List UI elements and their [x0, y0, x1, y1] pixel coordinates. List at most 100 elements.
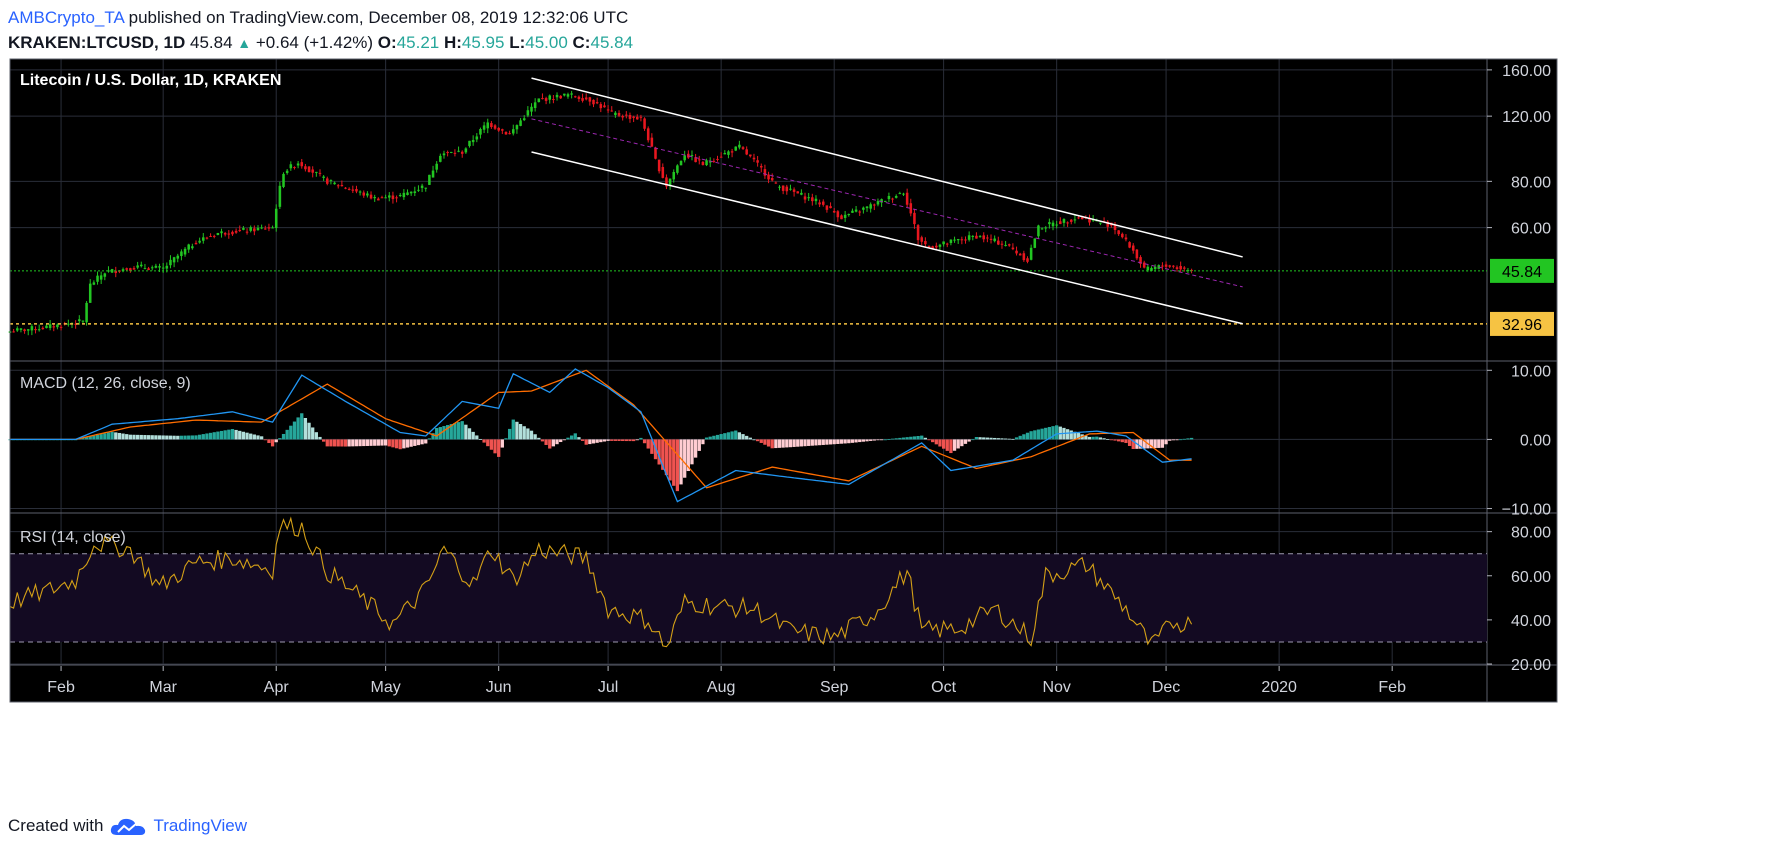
candle: [887, 196, 891, 200]
macd-histogram-bar: [1040, 428, 1044, 440]
macd-histogram-bar: [836, 439, 840, 444]
macd-histogram-bar: [1171, 439, 1176, 441]
time-tick-label: Aug: [707, 679, 735, 696]
macd-histogram-bar: [114, 432, 118, 440]
candle: [876, 201, 880, 205]
candle: [818, 202, 821, 205]
macd-histogram-bar: [1029, 431, 1033, 440]
candle: [530, 106, 533, 112]
macd-histogram-bar: [354, 439, 359, 447]
candle: [340, 185, 344, 187]
macd-histogram-bar: [325, 439, 329, 447]
candle: [1183, 267, 1186, 269]
macd-histogram-bar: [1127, 439, 1132, 446]
candle: [832, 210, 836, 213]
macd-histogram-bar: [566, 437, 570, 440]
macd-histogram-bar: [238, 430, 242, 440]
macd-histogram-bar: [497, 439, 501, 457]
candle: [971, 235, 975, 237]
candle: [37, 329, 41, 331]
tradingview-brand: TradingView: [153, 816, 247, 835]
candle: [654, 147, 657, 159]
candle: [610, 110, 614, 112]
candle: [191, 246, 194, 249]
macd-histogram-bar: [573, 433, 577, 440]
publish-line: AMBCrypto_TA published on TradingView.co…: [8, 8, 628, 28]
candle: [468, 140, 471, 147]
macd-histogram-bar: [832, 439, 836, 445]
macd-histogram-bar: [168, 435, 173, 440]
macd-histogram-bar: [1014, 437, 1019, 440]
candle: [1142, 262, 1146, 268]
support-label: 32.96: [1502, 317, 1542, 334]
candle: [555, 94, 559, 98]
macd-histogram-bar: [599, 439, 603, 443]
macd-histogram-bar: [347, 439, 351, 447]
candle: [774, 182, 778, 184]
candle: [12, 331, 15, 333]
candle: [1048, 222, 1051, 225]
candle: [52, 326, 56, 328]
candle: [1099, 222, 1102, 224]
candle: [935, 245, 938, 248]
candle: [1121, 233, 1124, 238]
macd-histogram-bar: [1073, 431, 1077, 440]
channel-mid-line: [531, 118, 1243, 288]
open-label: O:: [377, 33, 397, 52]
close-value: 45.84: [590, 33, 634, 52]
macd-histogram-bar: [650, 439, 654, 454]
macd-histogram-bar: [839, 439, 844, 444]
macd-histogram-bar: [1186, 438, 1190, 440]
macd-histogram-bar: [701, 439, 705, 445]
candle: [1026, 258, 1029, 262]
candle: [165, 265, 169, 269]
macd-histogram-bar: [941, 439, 946, 449]
candle: [296, 163, 300, 166]
macd-histogram-bar: [872, 439, 876, 441]
macd-histogram-bar: [281, 433, 286, 440]
macd-histogram-bar: [1003, 438, 1008, 440]
candle: [756, 160, 759, 163]
candle: [1004, 244, 1007, 246]
candle: [501, 129, 504, 131]
candle: [264, 228, 267, 230]
candle: [132, 268, 136, 270]
candle: [202, 237, 205, 241]
macd-histogram-bar: [821, 439, 825, 445]
author-link[interactable]: AMBCrypto_TA: [8, 8, 124, 27]
candle: [716, 158, 719, 160]
tradingview-link[interactable]: TradingView: [109, 815, 247, 837]
macd-tick-label: 0.00: [1520, 432, 1551, 449]
macd-histogram-bar: [1025, 432, 1030, 440]
candle: [1040, 228, 1044, 230]
macd-histogram-bar: [343, 439, 348, 447]
macd-histogram-bar: [369, 439, 373, 446]
candle: [398, 194, 402, 196]
created-with: Created with: [8, 816, 104, 835]
macd-histogram-bar: [241, 431, 246, 440]
candle: [603, 105, 606, 108]
high-value: 45.95: [461, 33, 505, 52]
macd-histogram-bar: [1168, 439, 1172, 441]
candle: [566, 94, 570, 97]
candle: [690, 155, 694, 157]
candle: [800, 192, 803, 195]
macd-histogram-bar: [938, 439, 942, 447]
candle: [956, 239, 960, 241]
candle: [274, 208, 278, 228]
macd-histogram-bar: [595, 439, 599, 443]
candle: [1073, 219, 1077, 221]
macd-histogram-bar: [311, 427, 315, 440]
macd-histogram-bar: [905, 437, 909, 440]
candle: [16, 328, 19, 331]
macd-histogram-bar: [431, 433, 435, 440]
candle: [909, 203, 913, 214]
macd-histogram-bar: [1120, 439, 1124, 443]
candle: [883, 200, 887, 202]
macd-histogram-bar: [435, 428, 439, 440]
macd-histogram-bar: [154, 435, 158, 440]
candle: [676, 165, 679, 173]
macd-histogram-bar: [555, 439, 559, 445]
macd-histogram-bar: [373, 439, 377, 446]
